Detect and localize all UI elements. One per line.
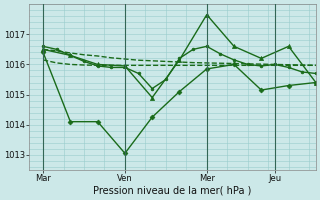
X-axis label: Pression niveau de la mer( hPa ): Pression niveau de la mer( hPa ) [93,186,252,196]
